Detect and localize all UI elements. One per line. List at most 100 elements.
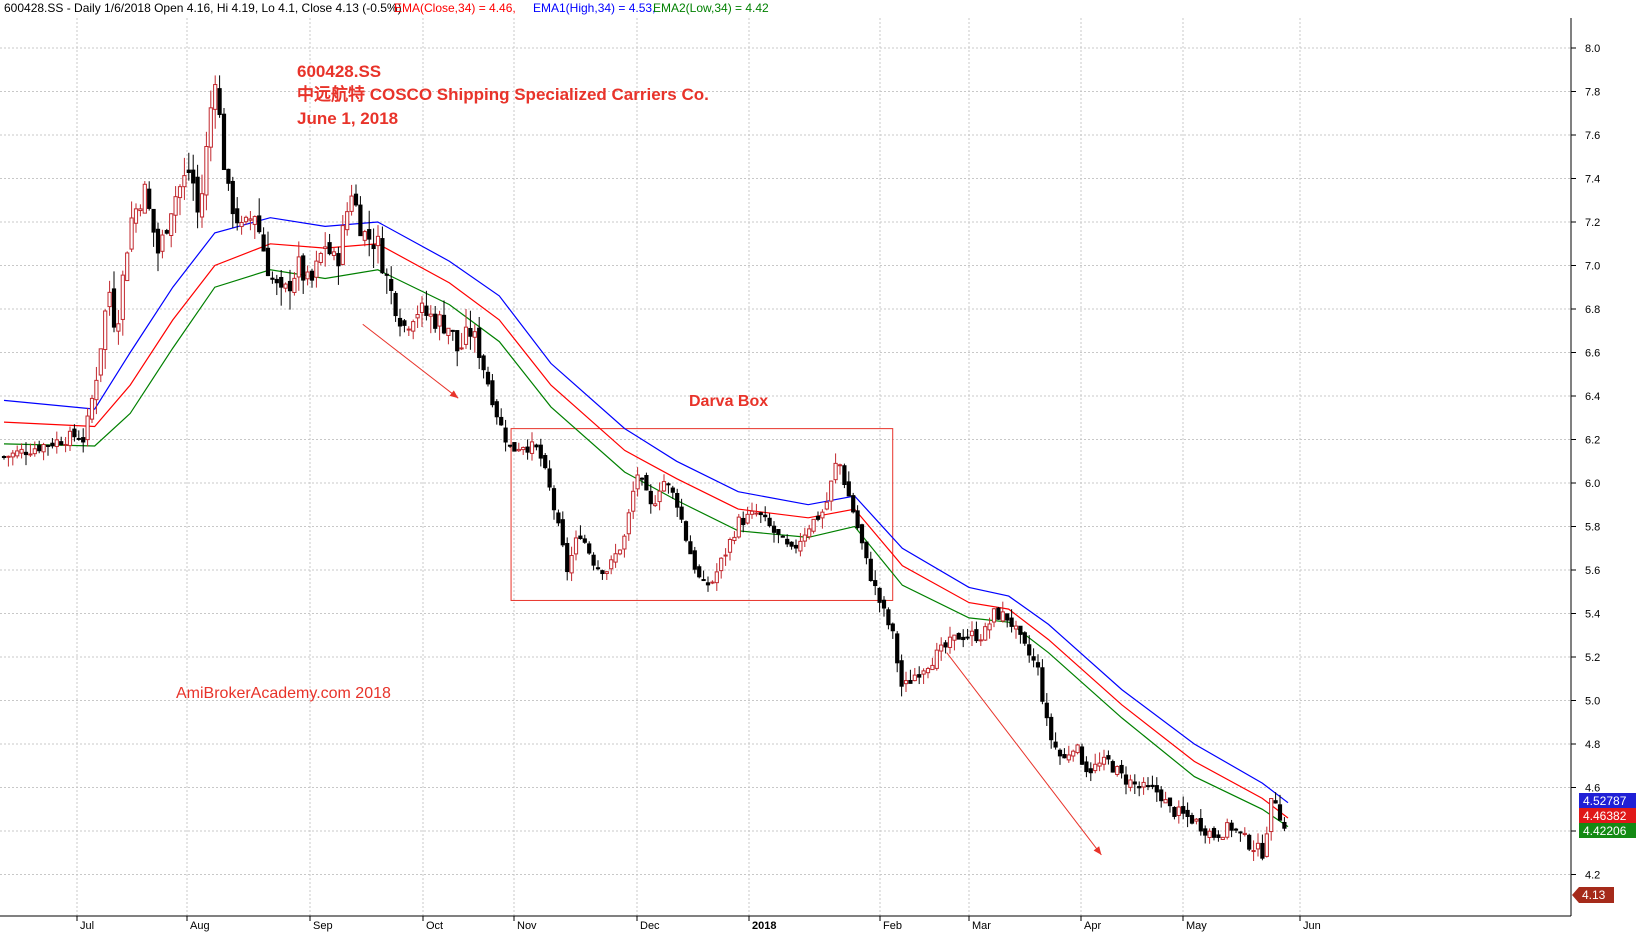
candle-up [626,508,631,541]
candle-down [758,511,763,524]
candle-down [1247,833,1252,852]
candle-down [776,529,781,544]
candle-down [265,231,271,277]
candle-up [208,90,213,162]
candle-up [987,617,992,639]
candle-down [1027,635,1032,663]
y-tick-label: 6.0 [1585,478,1600,490]
candle-up [243,215,249,225]
candle-up [28,443,33,457]
x-tick-label: Jul [80,920,94,932]
candle-down [512,442,517,452]
candle-up [609,555,614,575]
candle-down [195,164,200,229]
candle-down [393,291,398,322]
candle-down [1106,750,1111,765]
trend-arrow [362,323,459,399]
candle-up [710,580,715,585]
candle-down [1110,759,1115,773]
candle-down [1189,812,1195,825]
candle-down [1154,777,1159,802]
candle-down [257,198,262,234]
candle-down [815,511,821,522]
candle-down [1137,781,1142,797]
candle-up [419,296,425,327]
candle-down [164,228,169,235]
candle-down [455,330,460,367]
svg-text:4.13: 4.13 [1582,888,1606,902]
x-tick-label: Dec [640,920,660,932]
candle-down [873,570,878,596]
candle-up [952,634,957,651]
y-tick-label: 5.6 [1585,565,1600,577]
candle-down [397,308,403,337]
candle-up [318,251,323,266]
candle-down [380,226,385,274]
candle-down [191,154,196,201]
candle-up [516,442,521,452]
candle-down [1277,794,1283,821]
candle-down [1079,743,1085,765]
candle-down [367,210,372,257]
candle-up [129,201,134,252]
candle-down [147,181,152,211]
candle-up [1128,774,1133,792]
candle-down [37,440,42,454]
y-tick-label: 5.8 [1585,522,1600,534]
candle-up [824,492,829,511]
candles [1,75,1287,861]
y-tick-label: 8.0 [1585,43,1600,55]
candle-down [534,443,539,451]
candle-up [723,548,728,566]
candle-up [459,332,464,351]
candle-down [679,498,684,524]
candle-down [76,430,81,441]
candle-up [807,524,812,540]
candle-up [305,265,310,286]
candle-up [837,463,843,475]
x-tick-label: Oct [426,920,443,932]
candle-up [213,75,218,129]
candle-down [961,629,966,648]
candle-down [578,525,583,540]
candle-down [151,208,156,247]
darvas-box-rect [510,428,894,601]
candle-down [477,316,482,370]
candle-down [23,442,29,466]
candle-down [560,511,565,548]
candle-down [1005,613,1010,628]
candle-down [639,477,645,486]
candle-up [661,474,667,492]
y-tick-label: 5.0 [1585,696,1600,708]
candle-down [1150,775,1155,790]
candle-down [217,75,222,118]
candle-up [1066,745,1071,763]
candle-up [802,527,807,547]
candle-up [947,626,953,654]
candle-up [521,446,526,455]
candle-up [631,481,636,520]
candle-up [411,319,416,340]
candle-down [485,366,491,387]
candle-down [402,319,407,333]
candle-down [279,270,284,306]
candle-up [930,657,935,671]
x-tick-label: Sep [313,920,333,932]
y-tick-label: 4.8 [1585,739,1600,751]
candle-down [1132,774,1137,795]
candle-down [235,197,240,231]
candle-up [714,563,719,591]
candle-down [1211,826,1217,841]
candle-up [138,204,143,217]
y-tick-label: 6.4 [1585,391,1600,403]
candle-down [1062,748,1067,759]
candle-up [292,272,297,296]
candle-up [120,270,125,336]
candle-down [507,444,513,448]
candle-up [653,495,658,508]
candle-down [1181,796,1186,820]
candle-up [657,482,662,511]
y-tick-label: 5.4 [1585,609,1600,621]
candle-down [270,271,275,284]
candle-down [1238,831,1243,842]
